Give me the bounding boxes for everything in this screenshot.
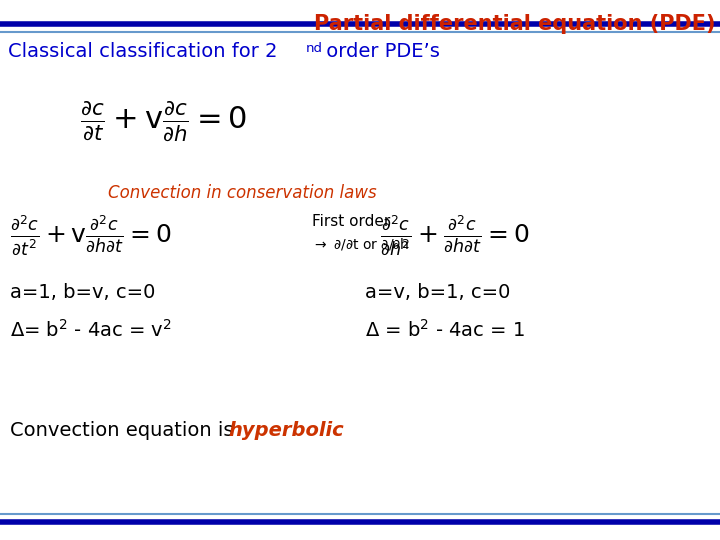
Text: $\frac{\partial c}{\partial t} + \mathrm{v}\frac{\partial c}{\partial h} = 0$: $\frac{\partial c}{\partial t} + \mathrm… (80, 100, 247, 144)
Text: Partial differential equation (PDE): Partial differential equation (PDE) (313, 14, 715, 34)
Text: $\Delta$= b$^2$ - 4ac = v$^2$: $\Delta$= b$^2$ - 4ac = v$^2$ (10, 319, 172, 341)
Text: $\frac{\partial^2 c}{\partial t^2} + \mathrm{v}\frac{\partial^2 c}{\partial h\pa: $\frac{\partial^2 c}{\partial t^2} + \ma… (10, 213, 172, 257)
Text: $\Delta$ = b$^2$ - 4ac = 1: $\Delta$ = b$^2$ - 4ac = 1 (365, 319, 525, 341)
Text: nd: nd (306, 42, 323, 55)
Text: $\frac{\partial^2 c}{\partial h^2} + \frac{\partial^2 c}{\partial h\partial t} =: $\frac{\partial^2 c}{\partial h^2} + \fr… (380, 213, 530, 257)
Text: Convection in conservation laws: Convection in conservation laws (108, 184, 377, 202)
Text: a=1, b=v, c=0: a=1, b=v, c=0 (10, 282, 156, 301)
Text: a=v, b=1, c=0: a=v, b=1, c=0 (365, 282, 510, 301)
Text: Classical classification for 2: Classical classification for 2 (8, 42, 277, 61)
Text: Convection equation is: Convection equation is (10, 421, 240, 440)
Text: hyperbolic: hyperbolic (228, 421, 343, 440)
Text: $\rightarrow$ $\partial$/$\partial$t or $\partial$/$\partial$h: $\rightarrow$ $\partial$/$\partial$t or … (312, 236, 410, 252)
Text: First order: First order (312, 214, 390, 230)
Text: order PDE’s: order PDE’s (320, 42, 440, 61)
